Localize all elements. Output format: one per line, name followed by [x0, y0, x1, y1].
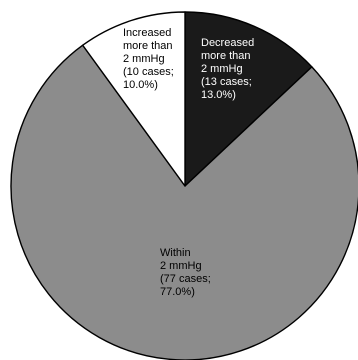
pie-slice-label-2: Increased more than 2 mmHg (10 cases; 10.0%) — [123, 27, 174, 91]
pie-slice-labels: Decreased more than 2 mmHg (13 cases; 13.0%)… — [123, 27, 254, 298]
pie-slice-label-line: Within — [160, 247, 191, 259]
pie-slice-label-line: (77 cases; — [160, 273, 211, 285]
pie-slice-label-line: 2 mmHg — [201, 63, 243, 75]
pie-slice-label-line: (13 cases; — [201, 76, 252, 88]
pie-slice-0 — [184, 11, 313, 187]
pie-slice-label-line: (10 cases; — [123, 66, 174, 78]
pie-slice-label-0: Decreased more than 2 mmHg (13 cases; 13.0%) — [201, 37, 254, 101]
pie-slice-label-line: 77.0%) — [160, 286, 195, 298]
pie-slice-label-line: 10.0%) — [123, 79, 158, 91]
pie-slice-label-line: 2 mmHg — [160, 260, 202, 272]
pie-slice-label-line: more than — [201, 50, 251, 62]
pie-slice-2 — [82, 11, 186, 187]
pie-slice-label-line: 2 mmHg — [123, 53, 165, 65]
pie-slice-label-line: Increased — [123, 27, 171, 39]
pie-slice-label-1: Within 2 mmHg (77 cases; 77.0%) — [160, 247, 211, 298]
pie-slice-label-line: Decreased — [201, 37, 254, 49]
pie-slice-label-line: 13.0%) — [201, 89, 236, 101]
pie-slice-1 — [10, 44, 358, 360]
pie-slice-label-line: more than — [123, 40, 173, 52]
pie-slices — [10, 11, 358, 360]
